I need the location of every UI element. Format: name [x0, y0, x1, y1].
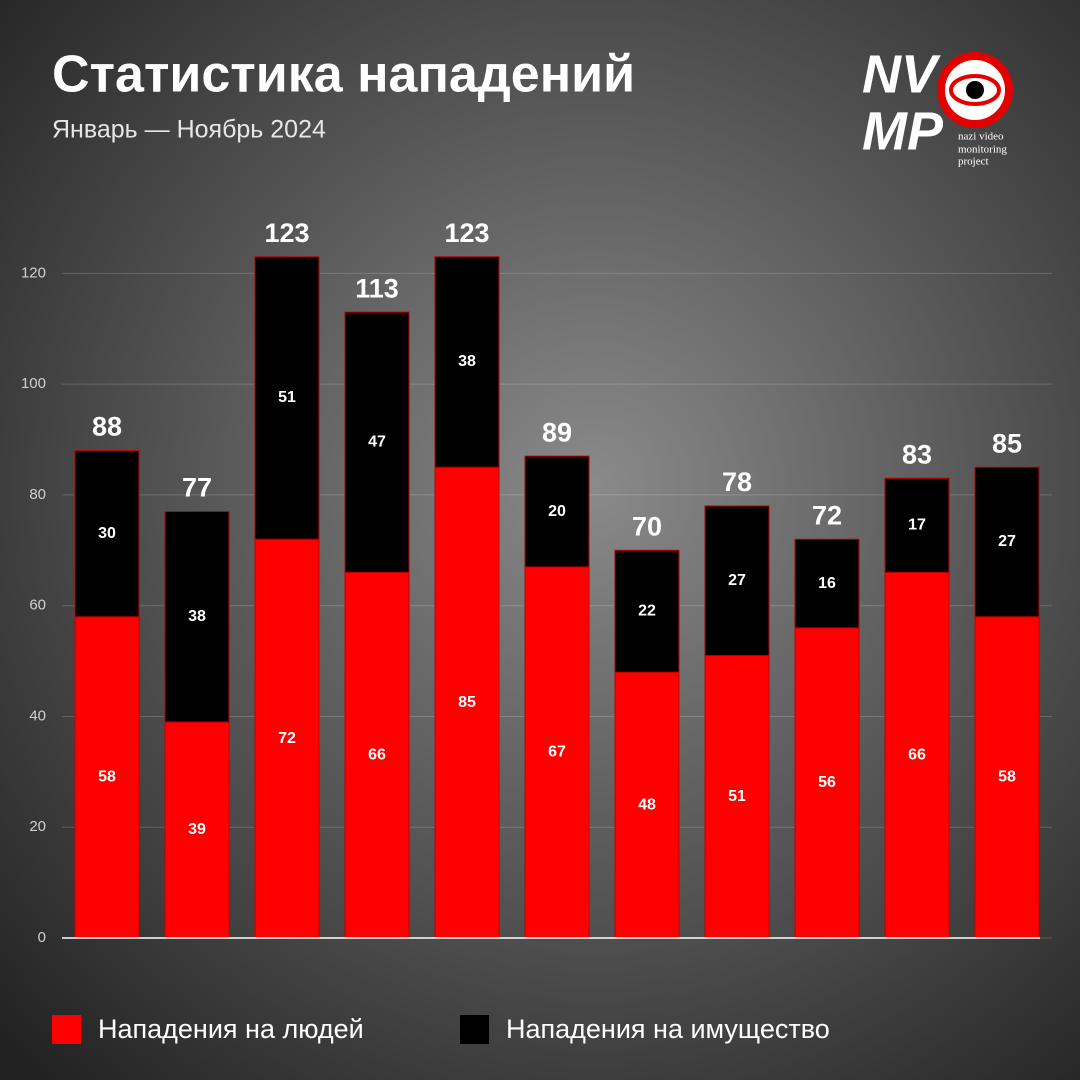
- value-label: 58: [98, 769, 116, 786]
- chart-subtitle: Январь — Ноябрь 2024: [52, 116, 326, 144]
- bar-segment: [704, 655, 770, 939]
- total-label: 78: [722, 467, 752, 497]
- bar-segment: [974, 616, 1040, 939]
- value-label: 72: [278, 730, 296, 747]
- value-label: 30: [98, 525, 116, 542]
- bar-segment: [344, 571, 410, 939]
- value-label: 22: [638, 602, 656, 619]
- total-label: 123: [444, 218, 489, 248]
- value-label: 27: [728, 572, 746, 589]
- bar-segment: [74, 616, 140, 939]
- value-label: 85: [458, 694, 476, 711]
- bar-segment: [974, 466, 1040, 618]
- total-label: 113: [355, 273, 399, 303]
- bar-segment: [794, 538, 860, 629]
- y-tick-label: 0: [38, 929, 46, 946]
- value-label: 56: [818, 774, 836, 791]
- logo-caption: monitoring: [958, 144, 1007, 156]
- value-label: 48: [638, 796, 656, 813]
- y-tick-label: 100: [21, 375, 46, 392]
- bar-segment: [434, 466, 500, 939]
- total-label: 89: [542, 417, 572, 447]
- legend-swatch: [460, 1015, 489, 1044]
- value-label: 38: [458, 353, 476, 370]
- value-label: 51: [278, 389, 296, 406]
- bar-segment: [614, 549, 680, 673]
- y-tick-label: 80: [29, 486, 46, 503]
- value-label: 27: [998, 533, 1016, 550]
- value-label: 51: [728, 788, 746, 805]
- legend-label: Нападения на людей: [98, 1014, 364, 1044]
- bar-segment: [794, 627, 860, 939]
- total-label: 72: [812, 500, 842, 530]
- value-label: 17: [908, 517, 926, 534]
- y-tick-label: 40: [29, 707, 46, 724]
- total-label: 83: [902, 439, 932, 469]
- value-label: 38: [188, 608, 206, 625]
- bar-segment: [164, 511, 230, 723]
- y-tick-label: 60: [29, 597, 46, 614]
- chart-title: Статистика нападений: [52, 46, 635, 104]
- bar-segment: [254, 256, 320, 540]
- bar-segment: [434, 256, 500, 468]
- bar-segment: [344, 311, 410, 573]
- bar-segment: [704, 505, 770, 657]
- value-label: 16: [818, 575, 836, 592]
- legend-swatch: [52, 1015, 81, 1044]
- value-label: 20: [548, 503, 566, 520]
- bar-segment: [74, 450, 140, 618]
- bar-segment: [524, 455, 590, 568]
- bar-segment: [614, 671, 680, 939]
- bar-segment: [884, 571, 950, 939]
- y-tick-label: 20: [29, 818, 46, 835]
- logo-text: NV: [862, 44, 941, 104]
- total-label: 123: [264, 218, 309, 248]
- total-label: 88: [92, 412, 122, 442]
- bar-segment: [254, 538, 320, 939]
- logo-pupil: [966, 81, 984, 99]
- y-tick-label: 120: [21, 264, 46, 281]
- bar-segment: [884, 477, 950, 573]
- bar-segment: [524, 566, 590, 939]
- total-label: 77: [182, 473, 212, 503]
- value-label: 47: [368, 434, 386, 451]
- logo-caption: project: [958, 156, 989, 168]
- logo: NV MP nazi video monitoring project: [862, 44, 1013, 168]
- logo-text: MP: [862, 101, 944, 161]
- value-label: 66: [368, 746, 386, 763]
- value-label: 66: [908, 746, 926, 763]
- value-label: 58: [998, 769, 1016, 786]
- value-label: 67: [548, 744, 566, 761]
- logo-caption: nazi video: [958, 131, 1004, 143]
- legend-label: Нападения на имущество: [506, 1014, 830, 1044]
- total-label: 70: [632, 511, 662, 541]
- total-label: 85: [992, 428, 1022, 458]
- value-label: 39: [188, 821, 206, 838]
